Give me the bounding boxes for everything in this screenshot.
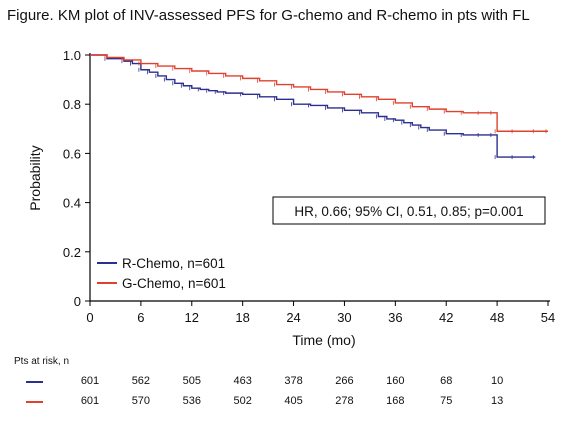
y-axis-label: Probability — [27, 145, 43, 210]
risk-row-swatch — [26, 381, 43, 383]
risk-cell: 601 — [80, 375, 100, 387]
risk-cell: 570 — [131, 395, 151, 407]
series-line-r-chemo — [90, 54, 536, 158]
km-chart: 0 6 12 18 24 30 36 42 48 54 0 0.2 0.4 0.6 0.8 1.0 Time (… — [27, 48, 555, 348]
risk-cell: 160 — [386, 375, 405, 387]
series-line-g-chemo — [90, 54, 548, 132]
y-tick-label: 0.2 — [63, 245, 81, 260]
risk-cell: 463 — [233, 375, 252, 387]
y-tick-label: 0 — [74, 294, 81, 309]
risk-cell: 10 — [490, 375, 504, 387]
x-tick-label: 12 — [185, 310, 199, 325]
y-tick-label: 1.0 — [63, 48, 81, 63]
risk-cell: 278 — [335, 395, 354, 407]
x-tick-label: 24 — [286, 310, 300, 325]
legend-label: G-Chemo, n=601 — [122, 276, 226, 291]
y-tick-label: 0.4 — [63, 196, 81, 211]
x-tick-label: 6 — [137, 310, 144, 325]
risk-cell: 562 — [131, 375, 151, 387]
x-tick-label: 42 — [439, 310, 453, 325]
risk-cell: 75 — [440, 395, 453, 407]
risk-cell: 536 — [182, 395, 201, 407]
risk-row-swatch — [26, 401, 43, 403]
risk-row: 601 562 505 463 378 266 160 68 10 — [0, 374, 578, 390]
x-tick-label: 54 — [541, 310, 555, 325]
risk-row: 601 570 536 502 405 278 168 75 13 — [0, 394, 578, 410]
risk-cell: 405 — [284, 395, 303, 407]
risk-cell: 601 — [80, 395, 100, 407]
x-tick-label: 30 — [337, 310, 351, 325]
annotation-box — [272, 196, 546, 225]
legend-label: R-Chemo, n=601 — [122, 256, 225, 271]
y-tick-label: 0.8 — [63, 97, 81, 112]
x-axis-label: Time (mo) — [292, 332, 355, 348]
x-tick-label: 0 — [86, 310, 93, 325]
risk-cell: 266 — [335, 375, 354, 387]
risk-cell: 378 — [284, 375, 303, 387]
risk-table-title: Pts at risk, n — [14, 356, 70, 367]
page-title: Figure. KM plot of INV-assessed PFS for … — [7, 7, 530, 24]
risk-cell: 68 — [440, 375, 453, 387]
risk-cell: 168 — [386, 395, 405, 407]
annotation-text: HR, 0.66; 95% CI, 0.51, 0.85; p=0.001 — [294, 204, 523, 219]
x-tick-label: 18 — [235, 310, 249, 325]
risk-cell: 13 — [490, 395, 504, 407]
y-tick-label: 0.6 — [63, 146, 81, 161]
x-tick-label: 48 — [490, 310, 504, 325]
x-tick-label: 36 — [388, 310, 402, 325]
risk-cell: 502 — [233, 395, 252, 407]
risk-cell: 505 — [182, 375, 201, 387]
